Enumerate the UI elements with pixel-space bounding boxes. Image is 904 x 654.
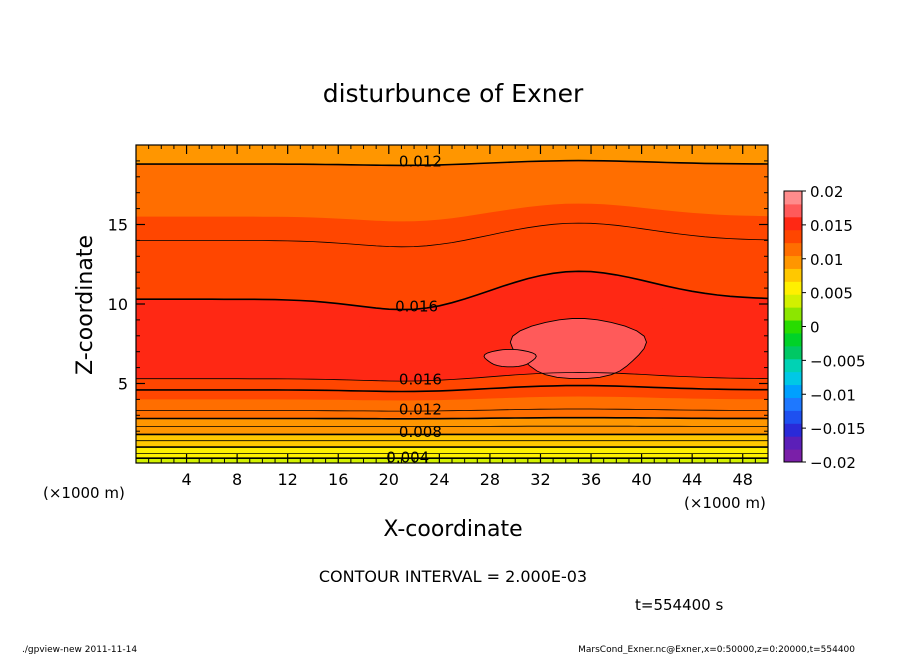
contour-line-6 <box>136 408 768 412</box>
chart-title: disturbunce of Exner <box>323 79 584 108</box>
maximum-region-main <box>509 318 647 380</box>
colorbar-tick-label: −0.02 <box>810 454 856 472</box>
contour-label: 0.016 <box>395 297 438 315</box>
colorbar-swatch <box>784 229 802 244</box>
x-tick-label: 32 <box>530 470 550 489</box>
colorbar-swatch <box>784 281 802 295</box>
colorbar-swatch <box>784 268 802 282</box>
contour-line-2 <box>136 222 768 248</box>
contour-line-5 <box>136 384 768 393</box>
contour-label: 0.012 <box>399 153 442 171</box>
contour-lines <box>136 159 768 459</box>
x-axis-ticks: 4 8 12 16 20 24 28 32 36 40 44 48 <box>148 145 756 489</box>
x-unit-left: (×1000 m) <box>43 484 125 502</box>
colorbar-swatch <box>784 191 802 205</box>
x-tick-label: 24 <box>429 470 449 489</box>
x-unit-right: (×1000 m) <box>684 494 766 512</box>
colorbar-swatch <box>784 397 802 411</box>
colorbar-swatch <box>784 358 802 373</box>
contour-interval-note: CONTOUR INTERVAL = 2.000E-03 <box>319 567 587 586</box>
contour-label: 0.008 <box>399 423 442 441</box>
contour-line-1 <box>136 159 768 167</box>
contour-labels: 0.012 0.016 0.016 0.012 0.008 0.004 <box>386 153 442 467</box>
footer-right: MarsCond_Exner.nc@Exner,x=0:50000,z=0:20… <box>578 645 855 654</box>
contour-line-3 <box>136 270 768 311</box>
colorbar-swatch <box>784 216 802 231</box>
colorbar-tick-label: −0.01 <box>810 386 856 404</box>
colorbar-tick-label: −0.005 <box>810 352 866 370</box>
x-tick-label: 20 <box>379 470 399 489</box>
colorbar-tick-label: 0.005 <box>810 285 853 303</box>
y-tick-label: 5 <box>118 375 128 394</box>
time-stamp: t=554400 s <box>635 596 723 614</box>
x-tick-label: 12 <box>278 470 298 489</box>
colorbar-swatch <box>784 307 802 321</box>
colorbar-swatch <box>784 203 802 218</box>
x-tick-label: 40 <box>631 470 651 489</box>
contour-label: 0.004 <box>386 448 429 466</box>
colorbar-tick-label: 0.015 <box>810 217 853 235</box>
colorbar-tick-label: 0.01 <box>810 251 843 269</box>
colorbar-swatch <box>784 371 802 386</box>
colorbar-swatch <box>784 436 802 450</box>
y-axis-label: Z-coordinate <box>73 235 98 375</box>
contour-label: 0.012 <box>399 401 442 419</box>
x-axis-label: X-coordinate <box>383 517 522 542</box>
x-tick-label: 48 <box>733 470 753 489</box>
x-tick-label: 36 <box>581 470 601 489</box>
x-tick-label: 44 <box>682 470 702 489</box>
colorbar-swatch <box>784 332 802 347</box>
colorbar-swatch <box>784 242 802 257</box>
colorbar-tick-label: 0 <box>810 319 820 337</box>
contour-line-7 <box>136 416 768 420</box>
colorbar-tick-label: −0.015 <box>810 420 866 438</box>
contour-line-4 <box>136 371 768 382</box>
colorbar-swatch <box>784 320 802 334</box>
colorbar-swatch <box>784 449 802 463</box>
y-axis-ticks: 5 10 15 <box>108 160 768 448</box>
plot-area <box>136 145 768 463</box>
y-tick-label: 15 <box>108 216 128 235</box>
x-tick-label: 28 <box>480 470 500 489</box>
colorbar: 0.02 0.015 0.01 0.005 0 −0.005 −0.01 −0.015 −0.0… <box>783 183 866 472</box>
colorbar-swatch <box>784 384 802 398</box>
colorbar-swatch <box>784 345 802 360</box>
contour-label: 0.016 <box>399 371 442 389</box>
colorbar-tick-label: 0.02 <box>810 183 843 201</box>
maximum-region-small <box>483 348 537 368</box>
colorbar-swatch <box>784 255 802 269</box>
x-tick-label: 4 <box>181 470 191 489</box>
x-tick-label: 16 <box>328 470 348 489</box>
colorbar-swatch <box>784 294 802 308</box>
x-tick-label: 8 <box>232 470 242 489</box>
y-tick-label: 10 <box>108 295 128 314</box>
footer-left: ./gpview-new 2011-11-14 <box>22 645 137 654</box>
colorbar-swatch <box>784 423 802 437</box>
colorbar-swatch <box>784 410 802 424</box>
